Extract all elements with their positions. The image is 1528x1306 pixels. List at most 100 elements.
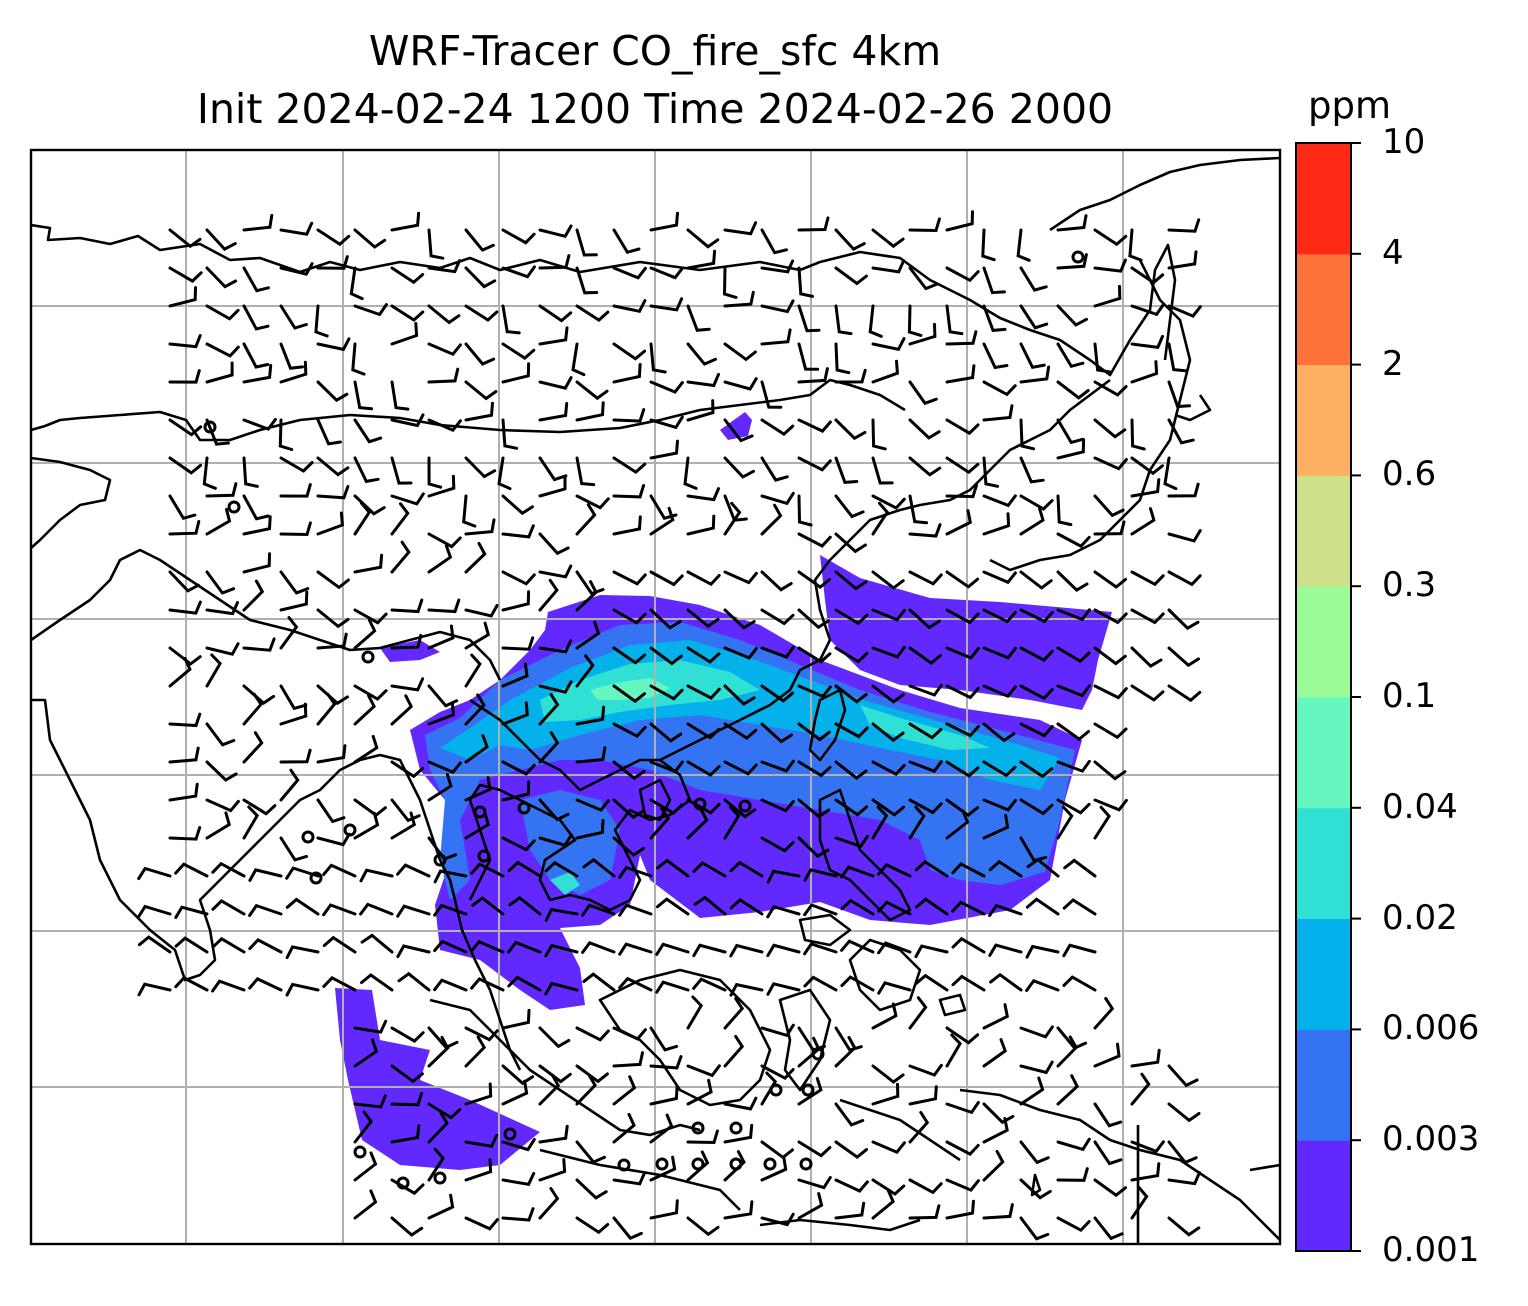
- wind-barb: [501, 265, 536, 279]
- wind-barb: [723, 377, 758, 391]
- wind-barb: [723, 684, 756, 706]
- wind-barb: [1130, 608, 1165, 625]
- wind-barb: [1019, 304, 1049, 330]
- calm-wind-circle: [729, 1157, 743, 1171]
- wind-barb: [1025, 944, 1060, 959]
- wind-barb: [1130, 684, 1165, 702]
- wind-barb: [501, 636, 535, 651]
- wind-barb: [988, 859, 1023, 878]
- wind-barb: [211, 861, 246, 878]
- wind-barb: [316, 632, 348, 650]
- wind-barb: [797, 1077, 823, 1106]
- wind-barb: [1062, 975, 1097, 992]
- wind-barb: [279, 616, 299, 650]
- wind-barb: [797, 798, 831, 819]
- wind-barb: [322, 975, 357, 992]
- wind-barb: [538, 224, 573, 239]
- wind-barb: [871, 805, 889, 840]
- wind-barb: [908, 1111, 930, 1144]
- wind-barb: [908, 266, 939, 291]
- wind-barb: [538, 731, 560, 764]
- wind-barb: [353, 734, 379, 764]
- wind-barb: [464, 518, 496, 536]
- wind-barb: [353, 1110, 373, 1144]
- wind-barb: [982, 1149, 1005, 1182]
- wind-barb: [797, 532, 832, 548]
- wind-barb: [501, 342, 536, 360]
- wind-barb: [168, 494, 197, 521]
- wind-barb: [871, 494, 906, 510]
- wind-barb: [945, 509, 972, 536]
- wind-barb: [834, 608, 869, 626]
- calm-wind-circle: [503, 1127, 517, 1141]
- wind-barb: [982, 304, 1007, 332]
- wind-barb: [205, 482, 238, 498]
- wind-barb: [1056, 1074, 1080, 1106]
- wind-barb: [285, 866, 320, 880]
- wind-barb: [1167, 684, 1202, 703]
- wind-barb: [760, 328, 792, 346]
- calm-wind-circle: [811, 1047, 825, 1061]
- wind-barb: [316, 418, 342, 446]
- calm-wind-circle: [801, 1083, 815, 1097]
- calm-wind-circle: [729, 1121, 743, 1135]
- wind-barb: [242, 213, 274, 232]
- calm-wind-circle: [738, 799, 752, 813]
- wind-barb: [989, 972, 1023, 992]
- wind-barb: [982, 494, 1017, 508]
- wind-barb: [464, 401, 494, 422]
- wind-barb: [205, 811, 231, 840]
- wind-barb: [871, 259, 906, 274]
- wind-barb: [174, 905, 209, 919]
- wind-barb: [649, 722, 683, 743]
- wind-barb: [538, 1073, 561, 1106]
- wind-barb: [982, 798, 1017, 812]
- wind-barb: [279, 483, 312, 498]
- wind-barb: [575, 456, 596, 487]
- wind-barb: [649, 266, 684, 280]
- wind-barbs: [137, 210, 1202, 1241]
- wind-barb: [575, 818, 605, 840]
- wind-barb: [834, 456, 859, 484]
- wind-barb: [390, 1216, 424, 1237]
- wind-barb: [649, 570, 684, 587]
- wind-barb: [1056, 646, 1091, 664]
- wind-barb: [242, 417, 277, 431]
- wind-barb: [797, 684, 832, 699]
- wind-barb: [760, 798, 795, 813]
- wind-barb: [797, 494, 813, 527]
- wind-barb: [285, 945, 320, 960]
- wind-barb: [242, 552, 271, 574]
- wind-barb: [1016, 228, 1031, 262]
- wind-barb: [427, 342, 462, 357]
- wind-barb: [137, 982, 172, 997]
- wind-barb: [834, 834, 869, 849]
- wind-barb: [760, 228, 788, 255]
- wind-barb: [242, 266, 270, 293]
- wind-barb: [279, 570, 310, 595]
- wind-barb: [316, 511, 344, 536]
- wind-barb: [316, 692, 337, 726]
- wind-barb: [612, 570, 647, 586]
- wind-barb: [501, 836, 536, 852]
- wind-barb: [501, 701, 529, 726]
- wind-barb: [427, 474, 456, 498]
- wind-barb: [575, 570, 605, 596]
- wind-barb: [501, 1138, 536, 1152]
- wind-barb: [427, 598, 461, 614]
- wind-barb: [575, 1064, 609, 1084]
- wind-barb: [174, 862, 209, 878]
- calm-wind-circle: [693, 797, 707, 811]
- wind-barb: [612, 363, 642, 384]
- wind-barb: [168, 656, 192, 688]
- wind-barb: [575, 1073, 597, 1106]
- wind-barb: [538, 1158, 567, 1182]
- wind-barb: [1130, 1162, 1161, 1182]
- wind-barb: [834, 1140, 868, 1159]
- wind-barb: [1093, 456, 1128, 471]
- wind-barb: [834, 266, 868, 286]
- wind-barb: [174, 936, 209, 954]
- wind-barb: [1167, 1102, 1201, 1123]
- wind-barb: [686, 570, 721, 587]
- wind-barb: [760, 570, 793, 592]
